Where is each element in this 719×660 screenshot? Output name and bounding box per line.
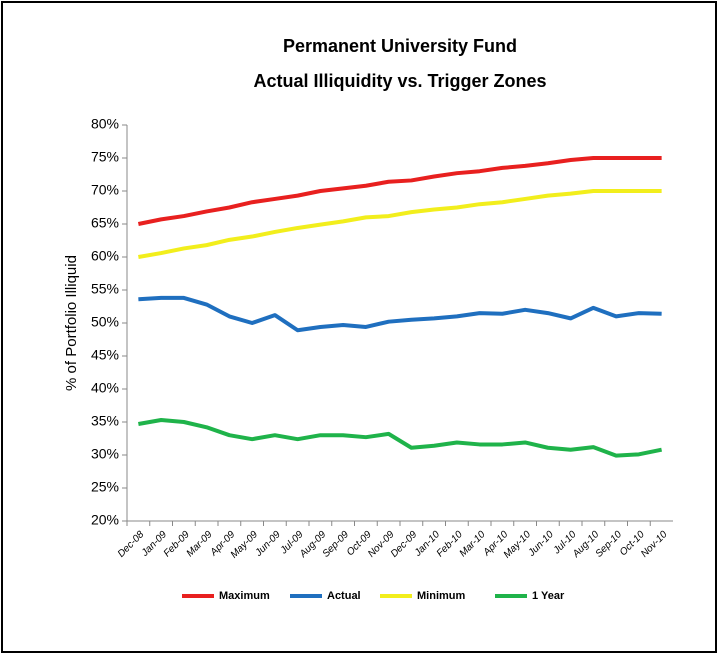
x-tick-label: Mar-09 [185, 529, 215, 559]
x-tick-label: Mar-10 [458, 529, 488, 559]
y-tick-label: 70% [91, 182, 119, 198]
x-tick-label: Dec-08 [116, 529, 147, 560]
y-axis-label: % of Portfolio Illiquid [63, 255, 80, 391]
line-series [138, 418, 663, 458]
x-tick-label: Nov-10 [639, 529, 670, 560]
y-tick-label: 20% [91, 512, 119, 528]
y-tick-label: 45% [91, 347, 119, 363]
y-tick-label: 25% [91, 479, 119, 495]
y-tick-label: 80% [91, 116, 119, 132]
x-tick-label: Sep-09 [321, 529, 352, 560]
chart-subtitle: Actual Illiquidity vs. Trigger Zones [253, 71, 546, 91]
x-tick-label: Sep-10 [594, 529, 625, 560]
line-series [138, 295, 662, 333]
y-tick-label: 55% [91, 281, 119, 297]
y-tick-label: 40% [91, 380, 119, 396]
y-tick-label: 60% [91, 248, 119, 264]
y-tick-label: 35% [91, 413, 119, 429]
y-tick-label: 30% [91, 446, 119, 462]
line-series [138, 189, 662, 259]
chart-title: Permanent University Fund [283, 36, 517, 56]
x-tick-label: Dec-09 [389, 529, 420, 560]
legend-label: 1 Year [532, 590, 565, 602]
x-tick-label: Jun-09 [253, 529, 283, 559]
line-series [137, 156, 662, 226]
legend-label: Actual [327, 590, 361, 602]
y-tick-label: 50% [91, 314, 119, 330]
legend-label: Minimum [417, 590, 465, 602]
x-tick-label: Jun-10 [526, 529, 556, 559]
y-tick-label: 65% [91, 215, 119, 231]
legend-label: Maximum [219, 590, 270, 602]
y-tick-label: 75% [91, 149, 119, 165]
